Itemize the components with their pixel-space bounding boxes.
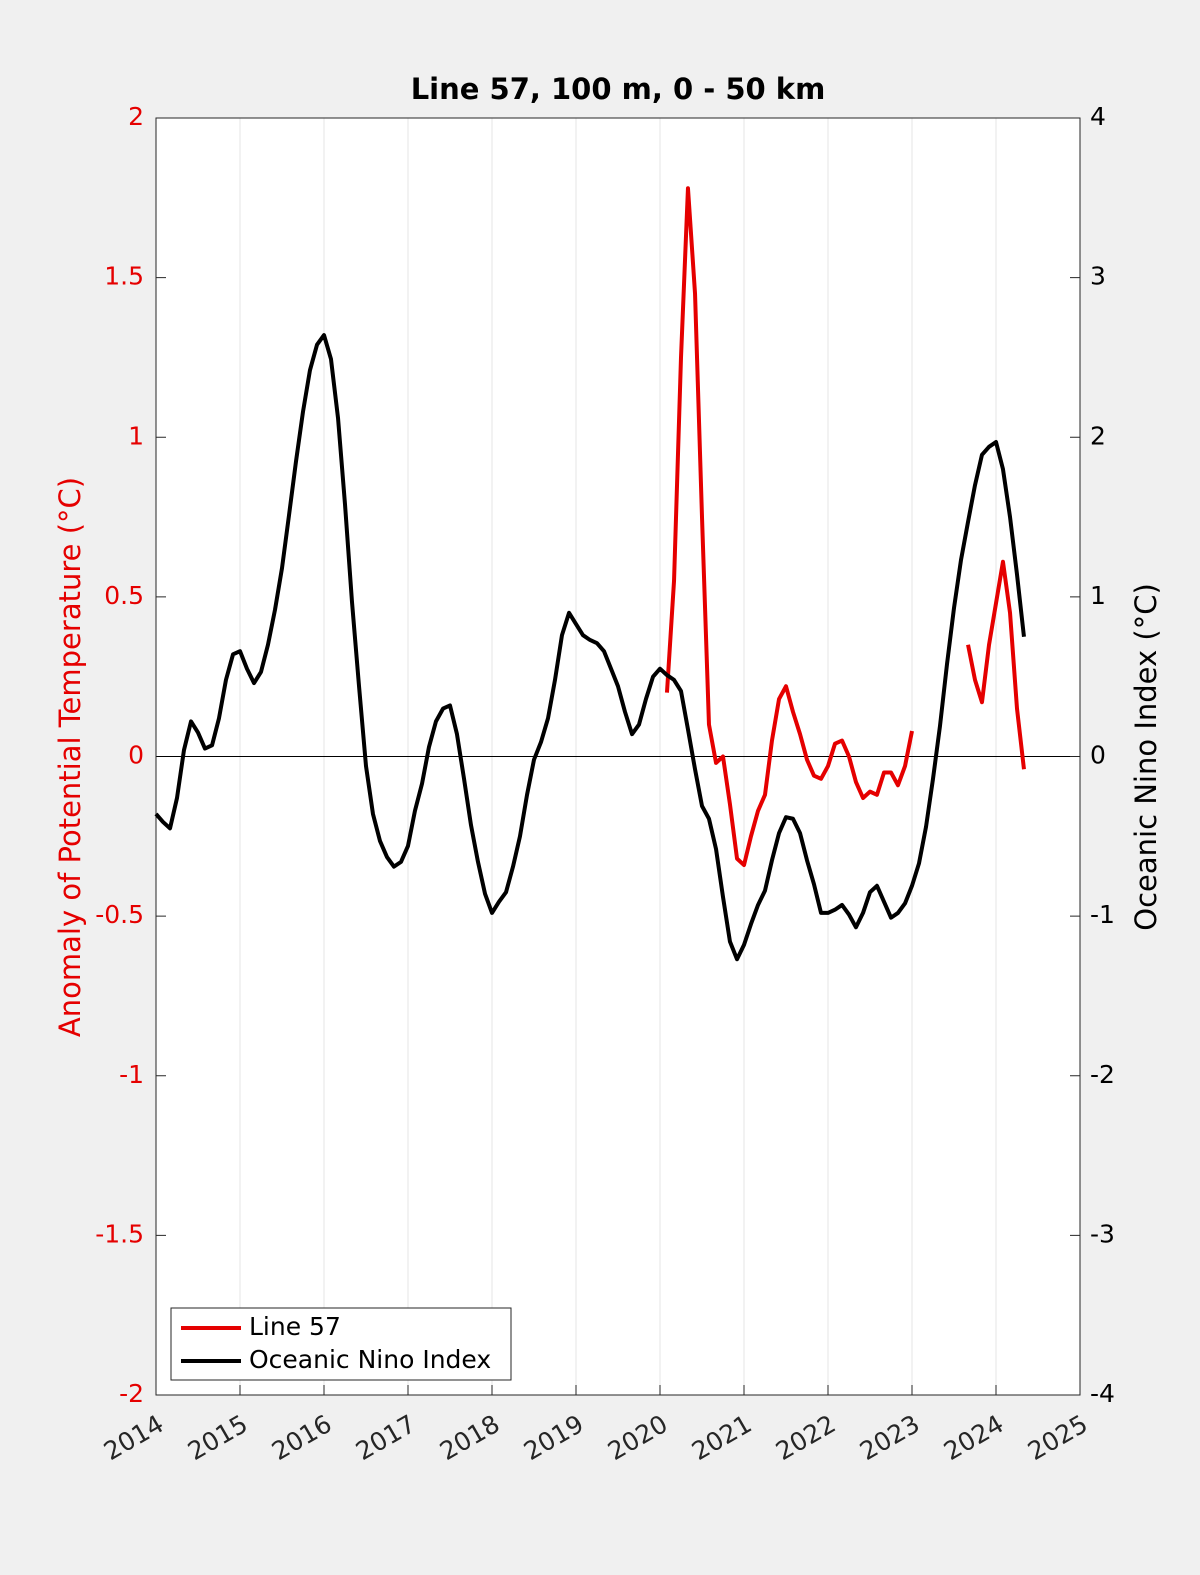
series-line xyxy=(154,333,1026,962)
y-tick-label: 0.5 xyxy=(104,581,144,610)
y2-tick-label: 1 xyxy=(1090,581,1106,610)
legend-label: Oceanic Nino Index xyxy=(249,1345,491,1374)
y2-tick-label: 4 xyxy=(1090,102,1106,131)
y-tick-label: -2 xyxy=(119,1379,144,1408)
y-axis-label: Anomaly of Potential Temperature (°C) xyxy=(53,477,87,1037)
y2-tick-label: -3 xyxy=(1090,1219,1115,1248)
y2-tick-label: 2 xyxy=(1090,421,1106,450)
series-line xyxy=(664,186,1026,868)
legend-box xyxy=(170,1307,512,1381)
y2-tick-label: 0 xyxy=(1090,741,1106,770)
y-tick-label: -0.5 xyxy=(95,900,144,929)
y-tick-label: -1.5 xyxy=(95,1219,144,1248)
legend-label: Line 57 xyxy=(249,1312,341,1341)
chart-title: Line 57, 100 m, 0 - 50 km xyxy=(411,72,826,106)
y2-axis-label: Oceanic Nino Index (°C) xyxy=(1129,583,1163,931)
y2-tick-label: -2 xyxy=(1090,1060,1115,1089)
y2-tick-label: -1 xyxy=(1090,900,1115,929)
axes-box xyxy=(155,117,1081,1396)
y-tick-label: -1 xyxy=(119,1060,144,1089)
y-tick-label: 1 xyxy=(128,421,144,450)
y-tick-label: 0 xyxy=(128,741,144,770)
y2-tick-label: 3 xyxy=(1090,262,1106,291)
y2-tick-label: -4 xyxy=(1090,1379,1115,1408)
y-tick-label: 2 xyxy=(128,102,144,131)
y-tick-label: 1.5 xyxy=(104,262,144,291)
